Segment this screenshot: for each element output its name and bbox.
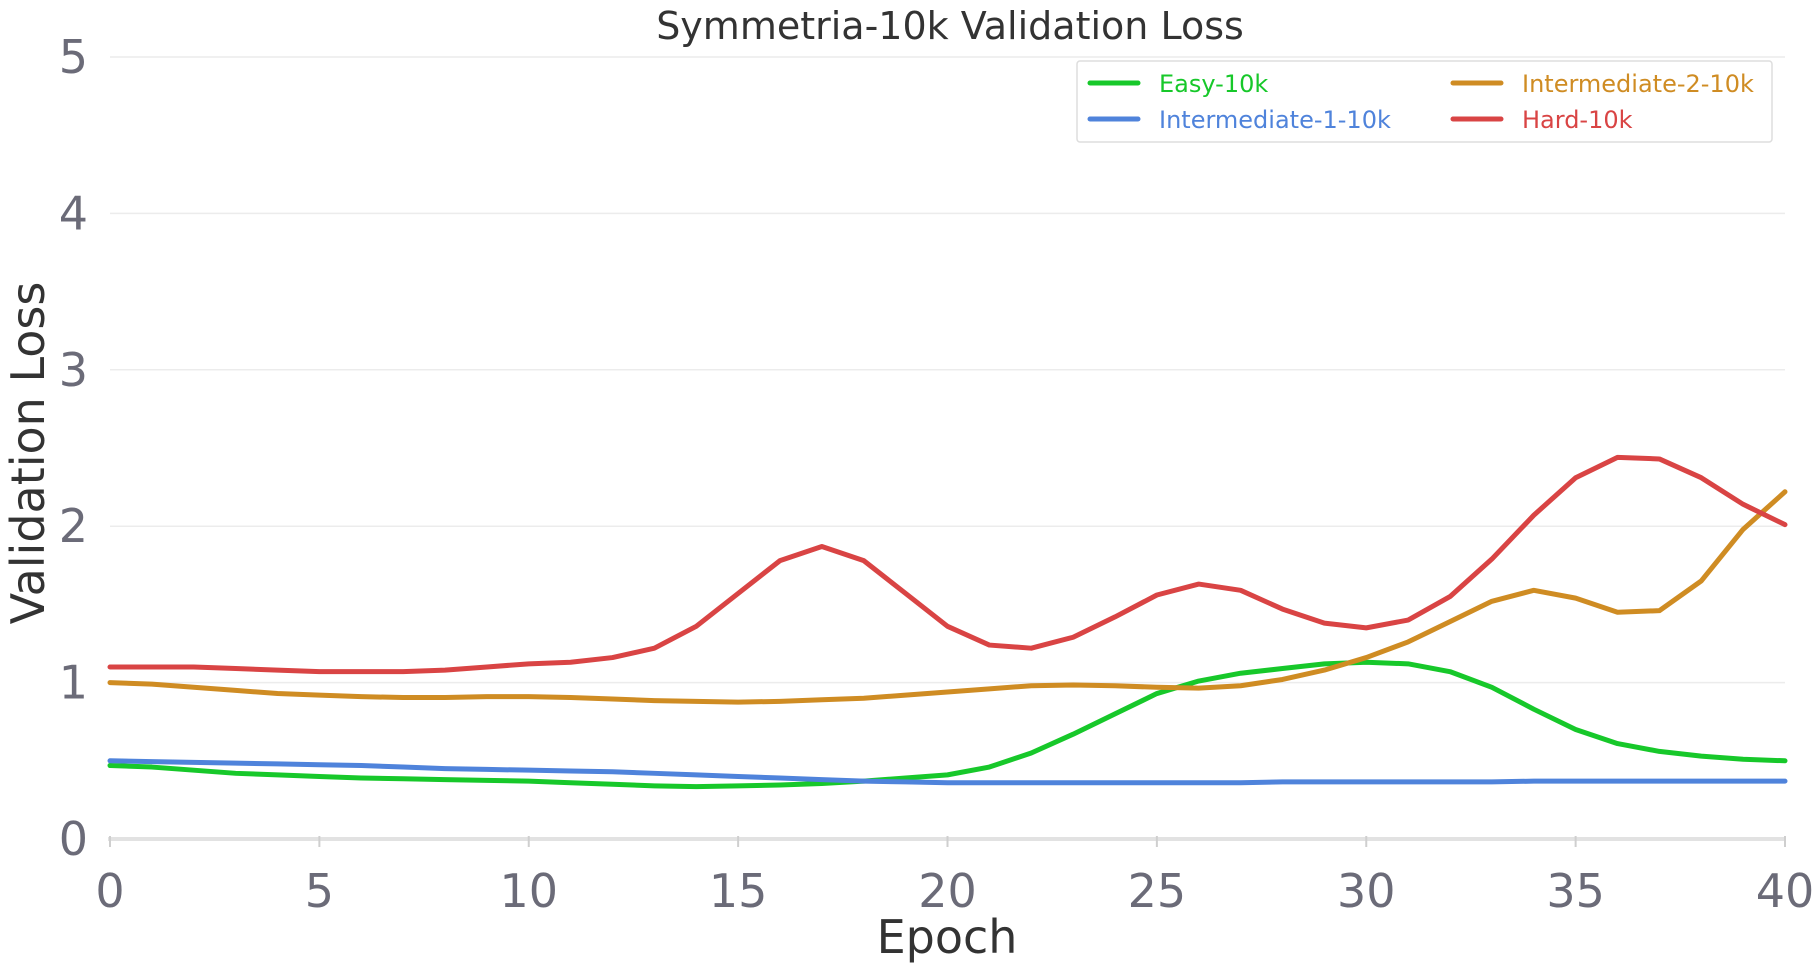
y-axis-title: Validation Loss <box>1 282 55 625</box>
legend-item: Intermediate-1-10k <box>1087 106 1391 134</box>
y-tick-label: 5 <box>59 30 88 84</box>
y-tick-label: 4 <box>59 186 88 240</box>
x-tick-label: 15 <box>709 864 768 918</box>
x-tick-label: 5 <box>305 864 334 918</box>
x-tick-label: 10 <box>499 864 558 918</box>
series-line-hard-10k <box>107 454 1788 675</box>
x-axis-title: Epoch <box>877 910 1018 964</box>
legend-item: Intermediate-2-10k <box>1450 70 1754 98</box>
legend-label: Intermediate-2-10k <box>1522 70 1754 98</box>
x-tick-label: 20 <box>918 864 977 918</box>
chart-title: Symmetria-10k Validation Loss <box>656 4 1244 48</box>
y-tick-label: 3 <box>59 343 88 397</box>
x-tick-label: 40 <box>1756 864 1815 918</box>
grid-lines <box>110 56 1785 684</box>
x-tick-labels: 0 5 10 15 20 25 30 35 40 <box>95 836 1814 918</box>
legend-item: Easy-10k <box>1087 70 1268 98</box>
series-line-intermediate-1-10k <box>107 758 1788 786</box>
legend-item: Hard-10k <box>1450 106 1633 134</box>
y-tick-label: 1 <box>59 656 88 710</box>
legend-box <box>1076 60 1773 143</box>
x-tick-label: 25 <box>1128 864 1187 918</box>
y-tick-labels: 0 1 2 3 4 5 <box>59 30 88 866</box>
x-tick-label: 30 <box>1337 864 1396 918</box>
y-tick-label: 2 <box>59 499 88 553</box>
legend: Easy-10k Intermediate-1-10k Intermediate-2… <box>1076 60 1773 143</box>
series-lines <box>107 454 1788 790</box>
x-tick-label: 35 <box>1546 864 1605 918</box>
series-line-easy-10k <box>107 659 1788 790</box>
series-line-intermediate-2-10k <box>107 489 1788 705</box>
y-tick-label: 0 <box>59 812 88 866</box>
x-tick-label: 0 <box>95 864 124 918</box>
legend-label: Intermediate-1-10k <box>1159 106 1391 134</box>
legend-label: Hard-10k <box>1522 106 1633 134</box>
legend-label: Easy-10k <box>1159 70 1268 98</box>
